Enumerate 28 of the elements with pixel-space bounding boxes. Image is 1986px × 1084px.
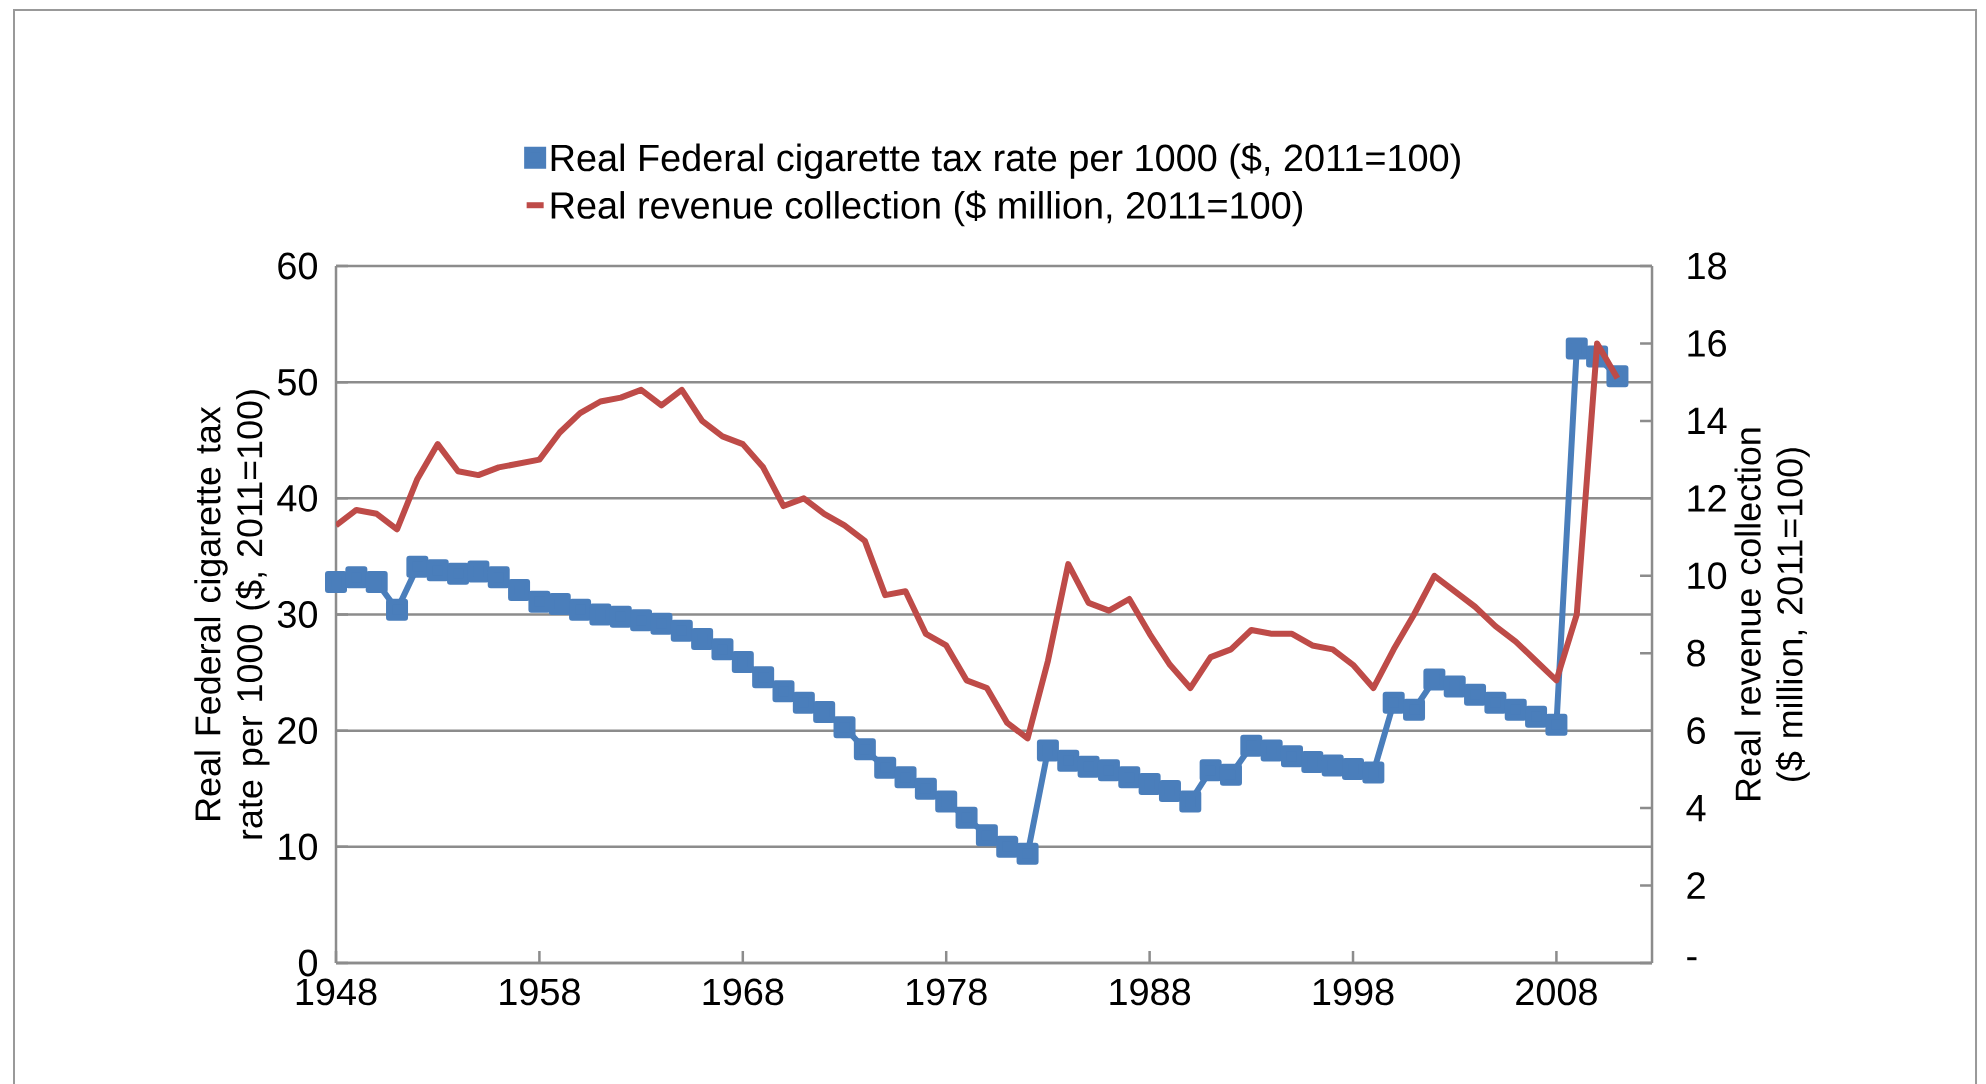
x-tick-label: 1988 (1110, 978, 1191, 1006)
x-tick-label: 1958 (500, 978, 580, 1006)
y-tick-label: 0 (298, 949, 318, 977)
x-tick-label: 1978 (906, 978, 987, 1006)
y-tick-label: 20 (278, 717, 317, 745)
legend-label: Real revenue collection ($ million, 2011=100) (551, 190, 1302, 227)
y2-tick-label: 8 (1687, 639, 1705, 667)
legend-label: Real Federal cigarette tax rate per 1000 ($, 2011=100) (551, 142, 1460, 179)
y2-tick-label: 10 (1688, 562, 1727, 590)
y-tick-label: 60 (278, 252, 317, 280)
y2-tick-label: 12 (1688, 485, 1726, 512)
y2-tick-label: 2 (1687, 872, 1705, 899)
y-tick-label: 50 (277, 368, 317, 396)
x-tick-label: 2008 (1516, 978, 1597, 1006)
y2-tick-label: 14 (1688, 407, 1727, 434)
y-tick-label: 40 (277, 484, 317, 512)
y2-tick-label: 4 (1686, 795, 1706, 822)
x-tick-label: 1948 (296, 978, 377, 1006)
y2-tick-label: 18 (1688, 252, 1726, 280)
y-axis-title: Real Federal cigarette tax rate per 1000 ($, 2011=100) (194, 390, 270, 839)
x-tick-label: 1968 (703, 978, 784, 1006)
x-tick-label: 1998 (1313, 978, 1394, 1006)
y2-tick-label: 16 (1688, 330, 1726, 357)
y2-axis-title: Real revenue collection ($ million, 2011=100) (1734, 428, 1810, 800)
y2-tick-label: - (1687, 957, 1697, 961)
y2-tick-label: 6 (1687, 717, 1705, 745)
y-tick-label: 10 (279, 833, 317, 861)
y-tick-label: 30 (277, 601, 317, 628)
